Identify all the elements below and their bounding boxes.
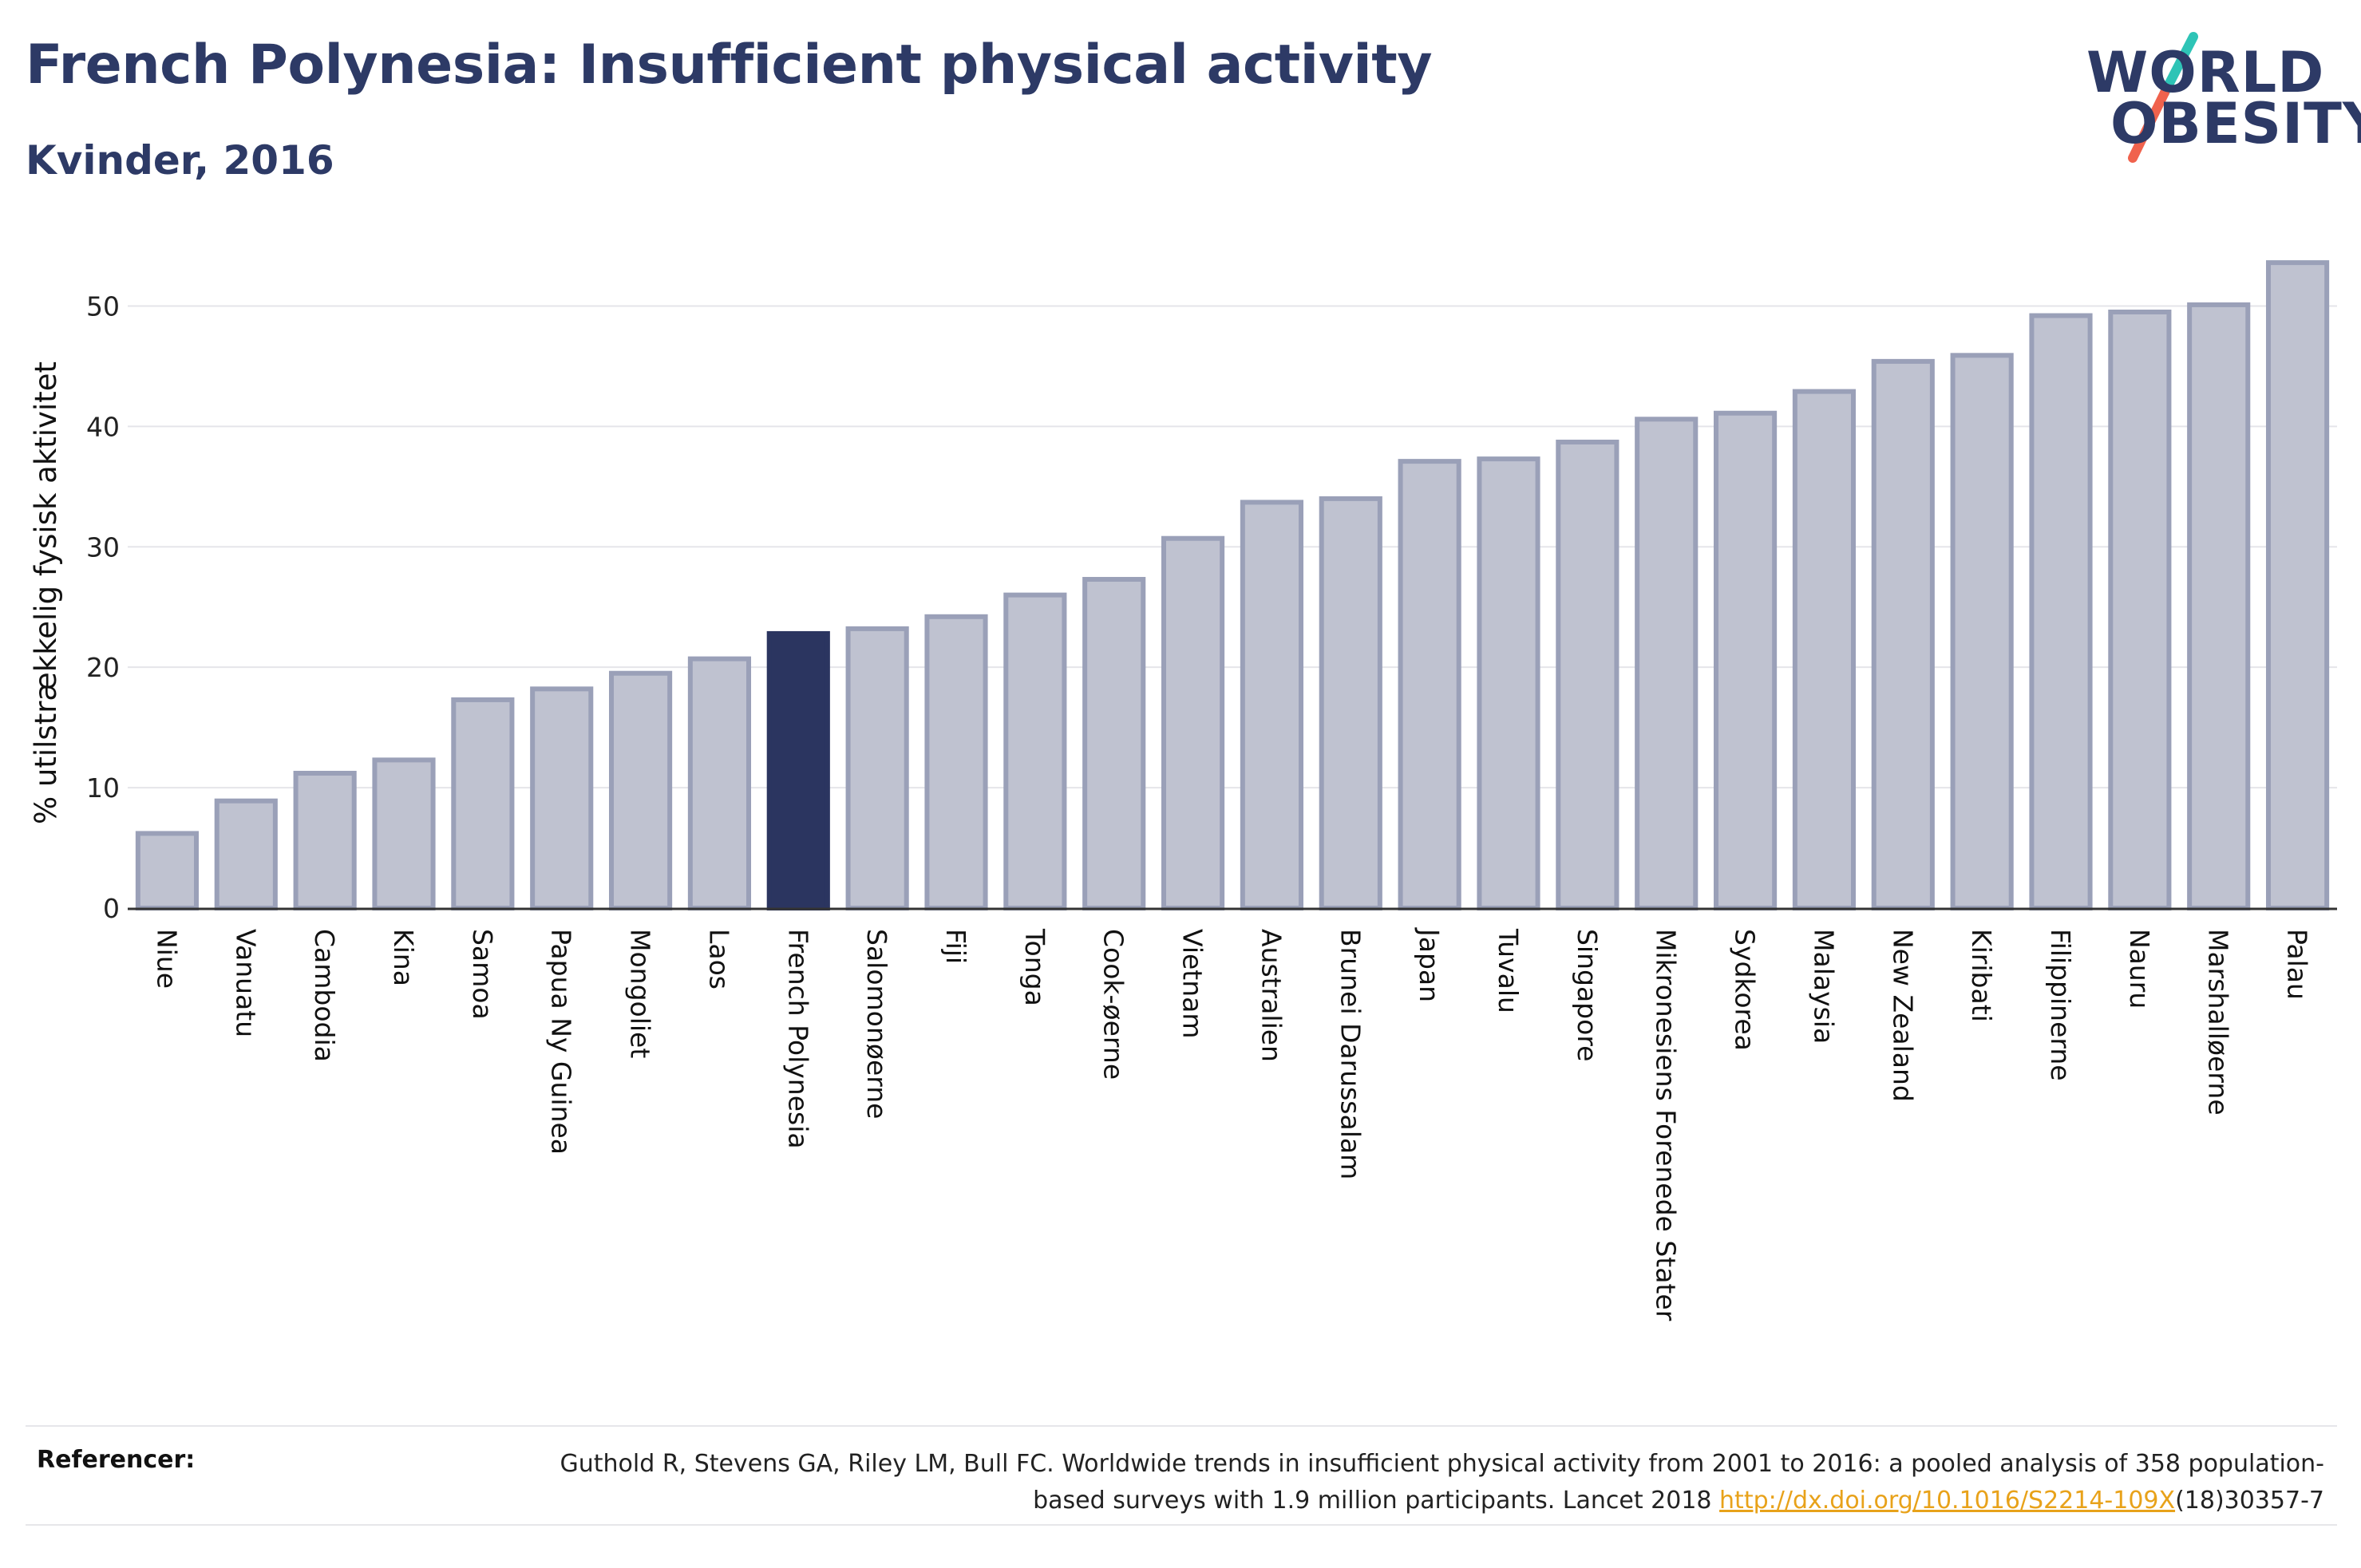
bar-fiji[interactable] — [924, 614, 988, 910]
bar-kina[interactable] — [372, 757, 436, 911]
bar-vietnam[interactable] — [1161, 535, 1225, 911]
y-tick-label: 20 — [86, 652, 120, 683]
x-tick-labels: Niue Vanuatu Cambodia Kina Samoa Papua Ny Gui… — [151, 927, 2312, 1321]
x-tick-label: Kina — [388, 929, 419, 986]
x-tick-label: Mongoliet — [625, 929, 656, 1058]
y-tick-labels: 0 10 20 30 40 50 — [86, 290, 120, 924]
y-tick-label: 30 — [86, 531, 120, 563]
y-tick-label: 40 — [86, 411, 120, 442]
x-tick-label: Niue — [151, 929, 182, 989]
x-tick-label: Nauru — [2124, 929, 2155, 1009]
chart-subtitle: Kvinder, 2016 — [26, 137, 334, 184]
x-tick-label: Vanuatu — [230, 929, 261, 1037]
references-citation-suffix: (18)30357-7 — [2175, 1487, 2324, 1515]
x-tick-label: Salomonøerne — [861, 929, 892, 1119]
bar-brunei-darussalam[interactable] — [1319, 496, 1382, 910]
chart-title: French Polynesia: Insufficient physical … — [26, 34, 1433, 97]
x-tick-label: Papua Ny Guinea — [546, 929, 577, 1155]
references-text: Guthold R, Stevens GA, Riley LM, Bull FC… — [488, 1446, 2324, 1519]
bar-laos[interactable] — [687, 656, 752, 910]
bars — [135, 260, 2330, 911]
bar-papua-ny-guinea[interactable] — [530, 686, 594, 910]
x-tick-label: Tonga — [1019, 928, 1050, 1006]
bar-sydkorea[interactable] — [1713, 410, 1778, 910]
x-tick-label: Laos — [703, 929, 734, 989]
bar-australien[interactable] — [1240, 500, 1304, 910]
bar-new-zealand[interactable] — [1871, 358, 1935, 910]
bar-salomonøerne[interactable] — [845, 626, 909, 911]
x-tick-label: Filippinerne — [2045, 929, 2076, 1081]
x-tick-label: Brunei Darussalam — [1335, 929, 1366, 1179]
bar-french-polynesia[interactable] — [766, 630, 830, 910]
bar-filippinerne[interactable] — [2029, 313, 2093, 910]
references-label: Referencer: — [37, 1446, 196, 1474]
bar-vanuatu[interactable] — [214, 798, 278, 911]
x-tick-label: Tuvalu — [1493, 928, 1524, 1013]
x-tick-label: Kiribati — [1966, 929, 1997, 1022]
bar-mikronesiens-forenede-stater[interactable] — [1635, 417, 1699, 910]
x-tick-label: Sydkorea — [1730, 929, 1761, 1051]
bar-chart: 0 10 20 30 40 50 Niue Vanuatu Cambodia Kina Samoa… — [29, 260, 2337, 1321]
logo-slash-icon — [2128, 32, 2198, 163]
logo-word-obesity: OBESITY — [2110, 91, 2361, 156]
x-tick-label: Cambodia — [309, 929, 340, 1062]
bar-mongoliet[interactable] — [608, 670, 673, 911]
references-doi-link[interactable]: http://dx.doi.org/10.1016/S2214-109X — [1719, 1487, 2176, 1515]
y-tick-label: 10 — [86, 772, 120, 804]
x-tick-label: Singapore — [1572, 929, 1603, 1061]
world-obesity-logo: WORLD OBESITY — [2075, 29, 2361, 172]
x-tick-label: Palau — [2282, 929, 2313, 1000]
bar-niue[interactable] — [135, 831, 200, 911]
bar-malaysia[interactable] — [1792, 389, 1857, 911]
logo-word-world: WORLD — [2086, 40, 2325, 105]
bar-cambodia[interactable] — [293, 770, 357, 910]
x-tick-label: Marshalløerne — [2203, 929, 2234, 1116]
x-tick-label: New Zealand — [1887, 929, 1918, 1102]
y-tick-label: 50 — [86, 290, 120, 322]
bar-japan[interactable] — [1398, 459, 1461, 910]
x-tick-label: Australien — [1256, 929, 1287, 1062]
bar-kiribati[interactable] — [1950, 353, 2014, 910]
bar-samoa[interactable] — [451, 697, 515, 910]
bar-tuvalu[interactable] — [1477, 456, 1540, 910]
x-tick-label: Japan — [1414, 927, 1445, 1002]
references-top-divider — [26, 1425, 2337, 1427]
bar-palau[interactable] — [2265, 260, 2330, 910]
x-tick-label: Vietnam — [1177, 929, 1208, 1039]
references-citation: Guthold R, Stevens GA, Riley LM, Bull FC… — [560, 1450, 2324, 1515]
y-tick-label: 0 — [103, 893, 120, 924]
bar-marshalløerne[interactable] — [2187, 302, 2251, 911]
bar-tonga[interactable] — [1003, 592, 1067, 910]
x-tick-label: Cook-øerne — [1098, 929, 1129, 1080]
x-tick-label: French Polynesia — [782, 929, 813, 1149]
references-bottom-divider — [26, 1524, 2337, 1526]
y-axis-label: % utilstrækkelig fysisk aktivitet — [29, 361, 63, 824]
x-tick-label: Malaysia — [1808, 929, 1839, 1044]
bar-nauru[interactable] — [2108, 310, 2172, 910]
x-tick-label: Samoa — [467, 929, 498, 1020]
bar-singapore[interactable] — [1556, 439, 1619, 910]
x-tick-label: Fiji — [940, 929, 971, 964]
x-tick-label: Mikronesiens Forenede Stater — [1651, 929, 1682, 1321]
bar-cook-øerne[interactable] — [1082, 577, 1146, 910]
